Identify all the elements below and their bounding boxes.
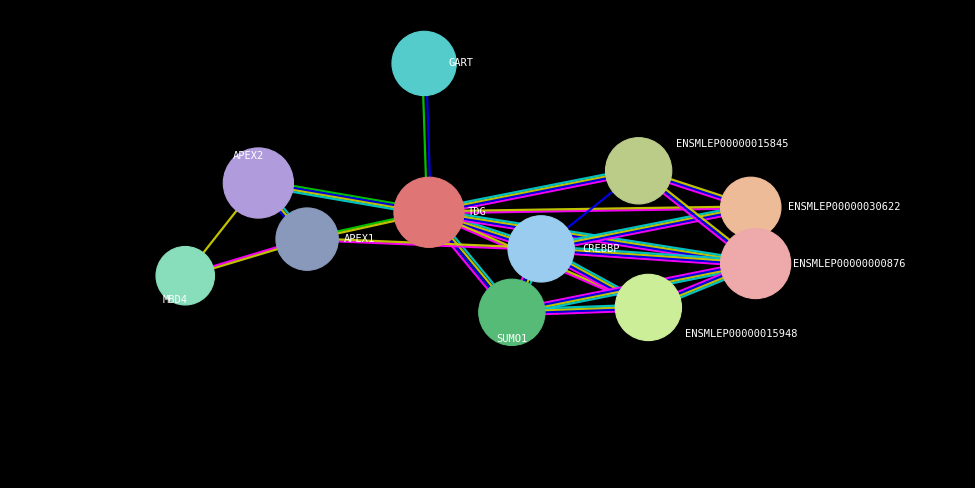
Text: TDG: TDG (468, 207, 487, 217)
Ellipse shape (394, 177, 464, 247)
Text: SUMO1: SUMO1 (496, 334, 527, 344)
Text: GART: GART (448, 59, 474, 68)
Ellipse shape (508, 216, 574, 282)
Text: CREBBP: CREBBP (582, 244, 619, 254)
Ellipse shape (721, 177, 781, 238)
Ellipse shape (479, 279, 545, 346)
Text: ENSMLEP00000015948: ENSMLEP00000015948 (685, 329, 798, 339)
Text: ENSMLEP00000030622: ENSMLEP00000030622 (788, 203, 900, 212)
Ellipse shape (615, 274, 682, 341)
Text: APEX1: APEX1 (344, 234, 375, 244)
Ellipse shape (276, 208, 338, 270)
Text: ENSMLEP00000000876: ENSMLEP00000000876 (793, 259, 905, 268)
Text: APEX2: APEX2 (233, 151, 264, 161)
Text: MBD4: MBD4 (163, 295, 188, 305)
Ellipse shape (223, 148, 293, 218)
Ellipse shape (392, 31, 456, 96)
Ellipse shape (156, 246, 214, 305)
Ellipse shape (605, 138, 672, 204)
Ellipse shape (721, 228, 791, 299)
Text: ENSMLEP00000015845: ENSMLEP00000015845 (676, 139, 788, 149)
